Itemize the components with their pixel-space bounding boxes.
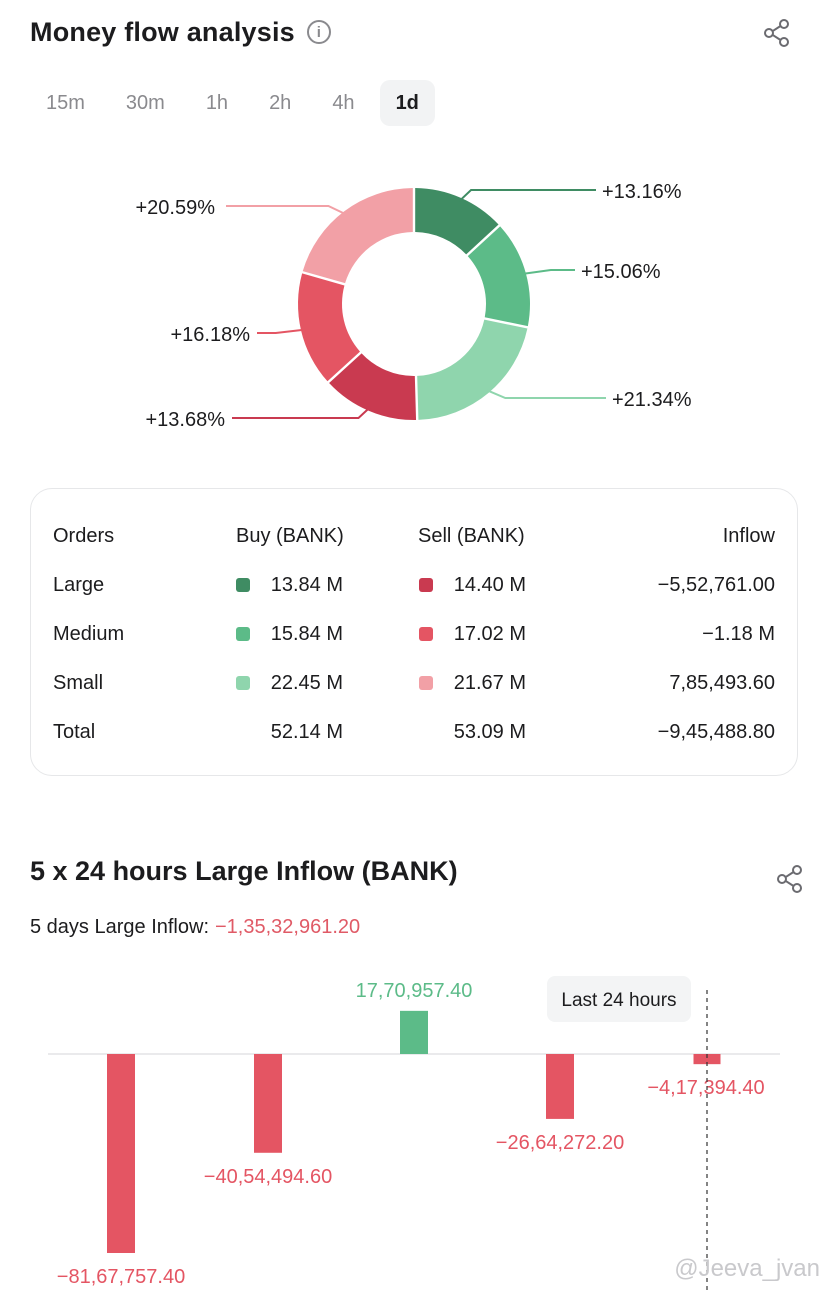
five-day-summary: 5 days Large Inflow: −1,35,32,961.20 [30,916,360,939]
donut-leader-line [485,388,606,399]
bar-value-label: −81,67,757.40 [57,1266,185,1288]
last-24h-label: Last 24 hours [561,990,676,1011]
inflow-bar[interactable] [107,1054,135,1253]
bar-value-label: −26,64,272.20 [496,1132,624,1154]
donut-leader-line [458,189,596,203]
col-header-sell: Sell (BANK) [418,525,525,547]
section-title: 5 x 24 hours Large Inflow (BANK) [30,856,458,886]
info-icon[interactable]: i [306,20,331,44]
donut-leader-line [232,406,371,419]
donut-slice-label: +20.59% [135,197,215,219]
watermark: @Jeeva_jvan [674,1255,820,1282]
orders-table: Orders Buy (BANK) Sell (BANK) Inflow Lar… [30,488,798,776]
bar-value-label: −40,54,494.60 [204,1166,332,1188]
donut-slice-label: +13.68% [145,409,225,431]
tab-15m[interactable]: 15m [46,92,85,114]
inflow-bar[interactable] [400,1010,428,1054]
donut-slice [302,188,413,284]
col-header-buy: Buy (BANK) [236,525,344,547]
donut-leader-line [521,269,575,276]
buy-value: 22.45 M [270,672,343,694]
sell-swatch [419,578,433,592]
table-row-total: Total 52.14 M 53.09 M −9,45,488.80 [31,717,797,747]
donut-slice-label: +21.34% [612,389,692,411]
donut-chart: +13.16% +15.06% +21.34% +13.68% +16.18% +20.5… [135,181,692,431]
buy-value: 52.14 M [270,721,343,743]
inflow-value: −9,45,488.80 [657,721,775,743]
last-24h-tooltip [547,976,691,1022]
col-header-orders: Orders [53,525,115,547]
donut-slice-label: +13.16% [602,181,682,203]
bar-value-label: −4,17,394.40 [647,1077,764,1099]
order-size: Medium [53,623,125,645]
summary-label: 5 days Large Inflow: [30,916,209,938]
donut-slice [467,226,530,327]
share-icon[interactable] [775,864,805,894]
order-size: Total [53,721,96,743]
table-row: Small 22.45 M 21.67 M 7,85,493.60 [31,668,797,698]
donut-leader-line [257,328,306,334]
order-size: Small [53,672,104,694]
sell-swatch [419,627,433,641]
summary-value: −1,35,32,961.20 [215,916,361,938]
sell-value: 53.09 M [453,721,526,743]
inflow-bar[interactable] [254,1054,282,1153]
donut-leader-line [226,205,347,216]
tab-2h[interactable]: 2h [269,92,292,114]
tab-30m[interactable]: 30m [125,92,165,114]
order-size: Large [53,574,105,596]
col-header-inflow: Inflow [722,525,775,547]
tab-4h[interactable]: 4h [332,92,355,114]
timeframe-tabs: 15m 30m 1h 2h 4h 1d [30,80,444,126]
inflow-value: −1.18 M [702,623,775,645]
inflow-bar[interactable] [546,1054,574,1119]
donut-slice-label: +15.06% [581,261,661,283]
buy-swatch [236,676,250,690]
share-icon[interactable] [762,18,792,48]
inflow-bar[interactable] [693,1054,721,1065]
donut-slice [329,353,417,420]
header: Money flow analysis i [30,10,800,54]
bar-value-label: 17,70,957.40 [356,980,473,1002]
buy-value: 13.84 M [270,574,343,596]
inflow-value: 7,85,493.60 [669,672,775,694]
page-title: Money flow analysis [30,16,295,47]
large-inflow-bar-chart: −81,67,757.40 −40,54,494.60 17,70,957.40 −2… [48,976,780,1290]
buy-swatch [236,578,250,592]
donut-slice [417,319,528,420]
sell-value: 17.02 M [453,623,526,645]
tab-1d[interactable]: 1d [379,80,435,126]
sell-swatch [419,676,433,690]
sell-value: 14.40 M [453,574,526,596]
donut-slice [415,188,499,255]
table-header-row: Orders Buy (BANK) Sell (BANK) Inflow [31,521,797,551]
donut-slice-label: +16.18% [170,324,250,346]
buy-value: 15.84 M [270,623,343,645]
donut-slice [298,273,360,382]
buy-swatch [236,627,250,641]
sell-value: 21.67 M [453,672,526,694]
inflow-value: −5,52,761.00 [657,574,775,596]
table-row: Large 13.84 M 14.40 M −5,52,761.00 [31,570,797,600]
tab-1h[interactable]: 1h [205,92,229,114]
table-row: Medium 15.84 M 17.02 M −1.18 M [31,619,797,649]
